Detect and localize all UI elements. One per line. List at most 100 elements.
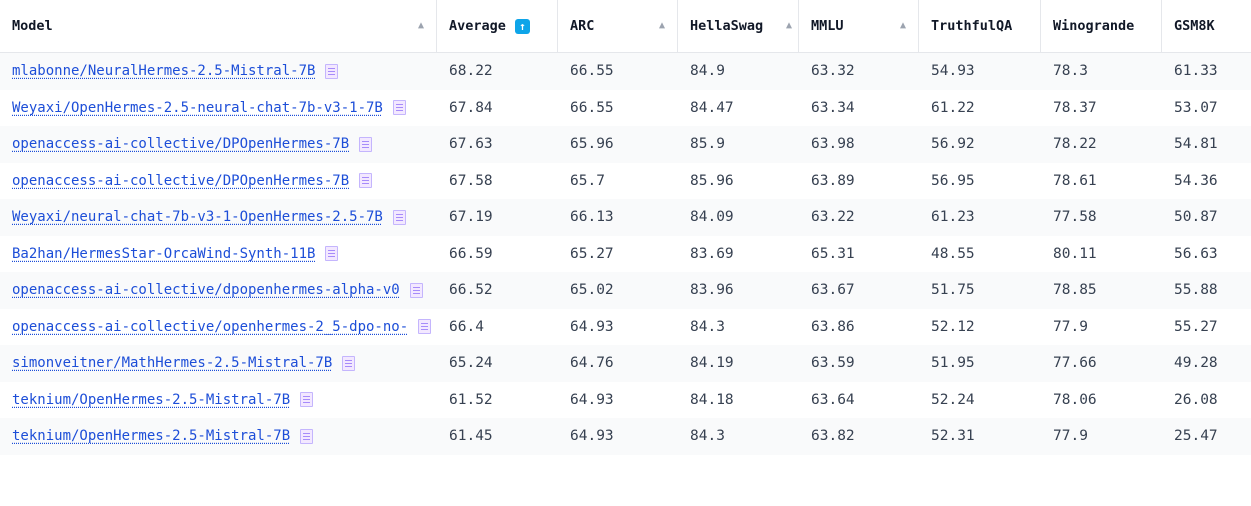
hellaswag-cell: 84.47 <box>690 99 734 116</box>
hellaswag-cell: 84.19 <box>690 355 734 372</box>
column-label-model: Model <box>12 18 53 34</box>
column-label-gsm8k: GSM8K <box>1174 18 1215 34</box>
model-cell: teknium/OpenHermes-2.5-Mistral-7B <box>0 428 437 444</box>
column-header-mmlu[interactable]: MMLU ▲ <box>799 0 919 52</box>
model-link[interactable]: openaccess-ai-collective/DPOpenHermes-7B <box>12 136 350 153</box>
winogrande-cell: 78.61 <box>1053 172 1097 189</box>
column-header-truthfulqa[interactable]: TruthfulQA <box>919 0 1041 52</box>
mmlu-cell: 63.82 <box>811 428 855 445</box>
model-link[interactable]: mlabonne/NeuralHermes-2.5-Mistral-7B <box>12 63 316 80</box>
mmlu-cell: 63.34 <box>811 99 855 116</box>
column-header-winogrande[interactable]: Winogrande <box>1041 0 1162 52</box>
hellaswag-cell: 84.18 <box>690 391 734 408</box>
model-card-icon[interactable] <box>359 136 373 152</box>
hellaswag-cell: 84.3 <box>690 428 725 445</box>
model-card-icon[interactable] <box>392 209 406 225</box>
model-cell: openaccess-ai-collective/openhermes-2_5-… <box>0 319 437 335</box>
model-cell: openaccess-ai-collective/DPOpenHermes-7B <box>0 136 437 152</box>
model-link[interactable]: Weyaxi/neural-chat-7b-v3-1-OpenHermes-2.… <box>12 209 383 226</box>
table-row: teknium/OpenHermes-2.5-Mistral-7B 61.52 64… <box>0 382 1251 419</box>
model-link[interactable]: teknium/OpenHermes-2.5-Mistral-7B <box>12 428 291 445</box>
truthfulqa-cell: 51.75 <box>931 282 975 299</box>
mmlu-cell: 63.86 <box>811 318 855 335</box>
model-card-icon[interactable] <box>409 282 423 298</box>
truthfulqa-cell: 52.31 <box>931 428 975 445</box>
hellaswag-cell: 83.69 <box>690 245 734 262</box>
hellaswag-cell: 84.3 <box>690 318 725 335</box>
arc-cell: 64.93 <box>570 391 614 408</box>
model-cell: mlabonne/NeuralHermes-2.5-Mistral-7B <box>0 63 437 79</box>
arc-cell: 64.76 <box>570 355 614 372</box>
table-row: Weyaxi/OpenHermes-2.5-neural-chat-7b-v3-… <box>0 90 1251 127</box>
hellaswag-cell: 84.9 <box>690 63 725 80</box>
column-header-arc[interactable]: ARC ▲ <box>558 0 678 52</box>
sort-asc-icon[interactable]: ▲ <box>899 20 906 31</box>
column-header-model[interactable]: Model ▲ <box>0 0 437 52</box>
winogrande-cell: 78.22 <box>1053 136 1097 153</box>
table-row: openaccess-ai-collective/dpopenhermes-al… <box>0 272 1251 309</box>
table-row: openaccess-ai-collective/openhermes-2_5-… <box>0 309 1251 346</box>
column-header-gsm8k[interactable]: GSM8K <box>1162 0 1251 52</box>
column-label-average: Average <box>449 18 506 34</box>
gsm8k-cell: 55.27 <box>1174 318 1218 335</box>
model-link[interactable]: openaccess-ai-collective/dpopenhermes-al… <box>12 282 400 299</box>
model-card-icon[interactable] <box>300 392 314 408</box>
model-cell: openaccess-ai-collective/DPOpenHermes-7B <box>0 173 437 189</box>
leaderboard-table: Model ▲ Average ↑ ARC ▲ HellaSwag ▲ MMLU… <box>0 0 1251 455</box>
arc-cell: 64.93 <box>570 428 614 445</box>
winogrande-cell: 78.85 <box>1053 282 1097 299</box>
mmlu-cell: 63.89 <box>811 172 855 189</box>
arc-cell: 66.55 <box>570 63 614 80</box>
winogrande-cell: 77.9 <box>1053 428 1088 445</box>
arc-cell: 64.93 <box>570 318 614 335</box>
average-cell: 68.22 <box>449 63 493 80</box>
model-link[interactable]: teknium/OpenHermes-2.5-Mistral-7B <box>12 391 291 408</box>
model-card-icon[interactable] <box>392 100 406 116</box>
model-link[interactable]: Weyaxi/OpenHermes-2.5-neural-chat-7b-v3-… <box>12 99 383 116</box>
column-label-arc: ARC <box>570 18 595 34</box>
model-card-icon[interactable] <box>359 173 373 189</box>
winogrande-cell: 78.06 <box>1053 391 1097 408</box>
model-card-icon[interactable] <box>342 355 356 371</box>
truthfulqa-cell: 54.93 <box>931 63 975 80</box>
arc-cell: 66.55 <box>570 99 614 116</box>
model-link[interactable]: openaccess-ai-collective/openhermes-2_5-… <box>12 318 409 335</box>
table-row: Weyaxi/neural-chat-7b-v3-1-OpenHermes-2.… <box>0 199 1251 236</box>
model-card-icon[interactable] <box>325 63 339 79</box>
sort-active-icon[interactable]: ↑ <box>514 18 530 34</box>
winogrande-cell: 78.3 <box>1053 63 1088 80</box>
table-header: Model ▲ Average ↑ ARC ▲ HellaSwag ▲ MMLU… <box>0 0 1251 53</box>
table-row: teknium/OpenHermes-2.5-Mistral-7B 61.45 64… <box>0 418 1251 455</box>
truthfulqa-cell: 56.95 <box>931 172 975 189</box>
model-card-icon[interactable] <box>325 246 339 262</box>
winogrande-cell: 78.37 <box>1053 99 1097 116</box>
model-card-icon[interactable] <box>300 428 314 444</box>
mmlu-cell: 63.59 <box>811 355 855 372</box>
model-cell: teknium/OpenHermes-2.5-Mistral-7B <box>0 392 437 408</box>
winogrande-cell: 77.9 <box>1053 318 1088 335</box>
gsm8k-cell: 53.07 <box>1174 99 1218 116</box>
hellaswag-cell: 85.96 <box>690 172 734 189</box>
column-label-hellaswag: HellaSwag <box>690 18 764 34</box>
table-row: openaccess-ai-collective/DPOpenHermes-7B… <box>0 163 1251 200</box>
truthfulqa-cell: 48.55 <box>931 245 975 262</box>
truthfulqa-cell: 61.23 <box>931 209 975 226</box>
average-cell: 66.52 <box>449 282 493 299</box>
truthfulqa-cell: 52.12 <box>931 318 975 335</box>
model-link[interactable]: Ba2han/HermesStar-OrcaWind-Synth-11B <box>12 245 316 262</box>
model-cell: Weyaxi/neural-chat-7b-v3-1-OpenHermes-2.… <box>0 209 437 225</box>
column-header-average[interactable]: Average ↑ <box>437 0 558 52</box>
mmlu-cell: 63.67 <box>811 282 855 299</box>
gsm8k-cell: 61.33 <box>1174 63 1218 80</box>
gsm8k-cell: 49.28 <box>1174 355 1218 372</box>
model-link[interactable]: simonveitner/MathHermes-2.5-Mistral-7B <box>12 355 333 372</box>
table-row: openaccess-ai-collective/DPOpenHermes-7B… <box>0 126 1251 163</box>
average-cell: 67.84 <box>449 99 493 116</box>
model-link[interactable]: openaccess-ai-collective/DPOpenHermes-7B <box>12 172 350 189</box>
model-card-icon[interactable] <box>418 319 432 335</box>
gsm8k-cell: 54.36 <box>1174 172 1218 189</box>
sort-asc-icon[interactable]: ▲ <box>785 20 792 31</box>
column-header-hellaswag[interactable]: HellaSwag ▲ <box>678 0 799 52</box>
sort-asc-icon[interactable]: ▲ <box>417 20 424 31</box>
sort-asc-icon[interactable]: ▲ <box>658 20 665 31</box>
